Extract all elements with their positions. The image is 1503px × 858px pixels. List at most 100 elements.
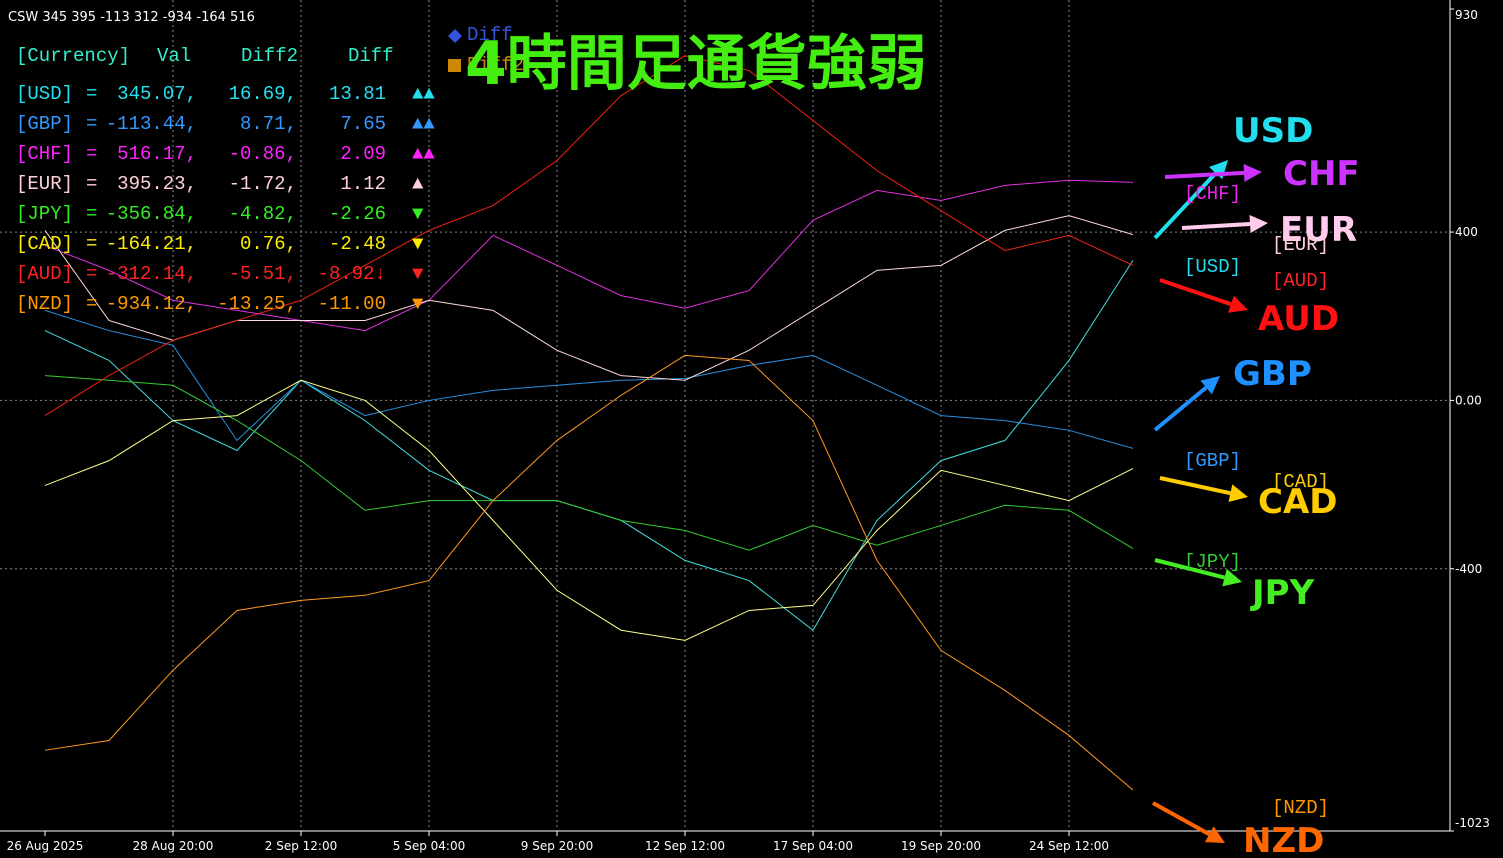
x-tick-label: 19 Sep 20:00 [901,839,981,853]
table-cell: [CAD] [16,233,73,255]
annotation-tag: [AUD] [1272,270,1329,292]
table-cell: 0.76, [240,233,297,255]
y-tick-label: 930 [1455,8,1478,22]
annotation-tag: [NZD] [1272,797,1329,819]
annotation-tag: [CHF] [1184,183,1241,205]
x-tick-label: 17 Sep 04:00 [773,839,853,853]
table-cell: 16.69, [229,83,297,105]
annotation-label: AUD [1258,299,1339,339]
table-cell: [CHF] [16,143,73,165]
series-line [44,179,1134,332]
table: [Currency] Val Diff2 Diff [USD] = 345.07, 16.69… [16,45,435,315]
table-cell: 8.71, [240,113,297,135]
legend-marker [448,59,461,72]
table-cell: ▲▲ [412,83,435,105]
annotation-label: CHF [1283,154,1360,194]
table-cell: -164.21, [106,233,197,255]
annotation-arrow [1159,476,1231,496]
x-tick-label: 2 Sep 12:00 [265,839,337,853]
table-cell: 345.07, [117,83,197,105]
table-cell: [USD] [16,83,73,105]
table-cell: = [86,203,97,225]
annotation-tag: [CAD] [1272,471,1329,493]
legend-label: Diff2 [467,54,524,76]
x-tick-label: 12 Sep 12:00 [645,839,725,853]
table-cell: -2.48 [329,233,386,255]
table-cell: -2.26 [329,203,386,225]
header-text: CSW 345 395 -113 312 -934 -164 516 [8,10,255,25]
legend-marker [448,29,462,43]
annotation-arrow [1164,170,1245,179]
annotation-arrow [1153,171,1218,240]
y-tick-label: -400 [1455,562,1482,576]
table-cell: -11.00 [318,293,386,315]
table-cell: [JPY] [16,203,73,225]
annotation-arrow [1152,801,1211,837]
table-header: Diff [348,45,394,67]
annotation-tag: [GBP] [1184,450,1241,472]
table-cell: ▼ [412,263,424,285]
legend: Diff Diff2 [448,24,524,76]
table-cell: -312.14, [106,263,197,285]
table-cell: = [86,233,97,255]
table-cell: 395.23, [117,173,197,195]
table-cell: ▼ [412,293,424,315]
table-cell: -5.51, [229,263,297,285]
table-cell: -356.84, [106,203,197,225]
table-cell: ▼ [412,203,424,225]
annotation-label: USD [1233,111,1313,151]
table-cell: -1.72, [229,173,297,195]
table-cell: = [86,113,97,135]
y-tick-label: -1023 [1455,816,1490,830]
table-cell: = [86,263,97,285]
table-cell: = [86,83,97,105]
table-cell: ▲▲ [412,113,435,135]
annotation-arrowhead [1200,376,1220,395]
table-cell: 516.17, [117,143,197,165]
table-cell: ▲▲ [412,143,435,165]
annotation-arrowhead [1249,215,1268,234]
table-cell: ▼ [412,233,424,255]
annotation-label: NZD [1243,821,1324,858]
annotation-tag: [EUR] [1272,234,1329,256]
table-cell: [AUD] [16,263,73,285]
table-cell: [GBP] [16,113,73,135]
series-line [44,55,1134,417]
table-cell: -4.82, [229,203,297,225]
annotation-tag: [USD] [1184,256,1241,278]
x-tick-label: 28 Aug 20:00 [133,839,214,853]
annotation-arrow [1154,558,1226,580]
annotation-label: EUR [1280,210,1357,250]
table-cell: -8.92↓ [318,263,386,285]
annotation-arrow [1159,278,1232,307]
table-cell: -113.44, [106,113,197,135]
annotation-tag: [JPY] [1184,551,1241,573]
table-cell: 2.09 [340,143,386,165]
y-tick-label: 400 [1455,225,1478,239]
table-cell: 7.65 [340,113,386,135]
table-cell: = [86,173,97,195]
table-cell: = [86,293,97,315]
table-cell: ▲ [412,173,424,195]
x-tick-label: 9 Sep 20:00 [521,839,593,853]
annotation-arrow [1181,222,1251,230]
x-tick-label: 26 Aug 2025 [7,839,84,853]
x-tick-label: 5 Sep 04:00 [393,839,465,853]
table-cell: [NZD] [16,293,73,315]
annotation-label: JPY [1250,573,1315,613]
annotation-arrowhead [1228,295,1248,313]
table-cell: -934.12, [106,293,197,315]
annotation-arrowhead [1204,826,1225,843]
annotation-arrow [1153,385,1208,432]
table-header: [Currency] [16,45,130,67]
table-header: Val [157,45,191,67]
chart-title: 4時間足通貨強弱 [465,29,927,99]
table-cell: = [86,143,97,165]
annotation-arrowhead [1222,568,1242,587]
lines [44,55,1134,791]
table-cell: [EUR] [16,173,73,195]
series-line [44,309,1134,449]
